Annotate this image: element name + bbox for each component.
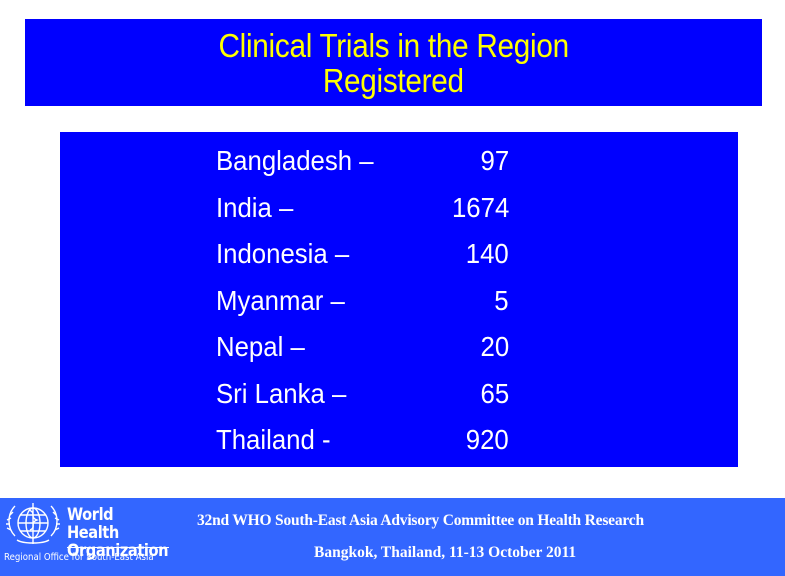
country-label: Nepal –	[216, 331, 305, 362]
list-item: India – 1674	[216, 185, 516, 232]
country-label: Myanmar –	[216, 284, 345, 316]
slide-title-line-1: Clinical Trials in the Region	[218, 26, 569, 64]
trial-count: 920	[466, 424, 509, 455]
trial-count: 1674	[451, 191, 509, 223]
country-label: Thailand -	[216, 424, 331, 455]
country-label: Indonesia –	[216, 238, 350, 269]
event-name: 32nd WHO South-East Asia Advisory Commit…	[197, 512, 644, 529]
who-name: World Health Organization	[67, 505, 169, 561]
list-item: Bangladesh – 97	[216, 138, 516, 185]
list-item: Nepal – 20	[216, 324, 516, 371]
trial-count: 65	[480, 377, 509, 409]
slide-title-box: Clinical Trials in the Region Registered	[25, 19, 762, 106]
trials-list: Bangladesh – 97 India – 1674 Indonesia –…	[216, 138, 516, 464]
list-item: Indonesia – 140	[216, 231, 516, 278]
event-location-date: Bangkok, Thailand, 11-13 October 2011	[314, 544, 577, 561]
trial-count: 20	[480, 331, 509, 362]
who-regional-office: Regional Office for South-East Asia	[4, 552, 154, 563]
country-label: India –	[216, 191, 294, 223]
who-logo: World Health Organization Regional Offic…	[3, 500, 173, 572]
slide-footer: World Health Organization Regional Offic…	[0, 498, 785, 576]
logo-divider	[67, 547, 169, 548]
who-emblem-icon	[6, 503, 60, 544]
list-item: Sri Lanka – 65	[216, 371, 516, 418]
trial-count: 5	[494, 284, 509, 316]
list-item: Thailand - 920	[216, 417, 516, 464]
list-item: Myanmar – 5	[216, 278, 516, 325]
country-label: Sri Lanka –	[216, 377, 347, 409]
trial-count: 97	[480, 145, 509, 176]
country-label: Bangladesh –	[216, 145, 374, 176]
trials-content-box: Bangladesh – 97 India – 1674 Indonesia –…	[60, 132, 738, 467]
trial-count: 140	[466, 238, 509, 269]
slide-title-line-2: Registered	[323, 61, 464, 99]
